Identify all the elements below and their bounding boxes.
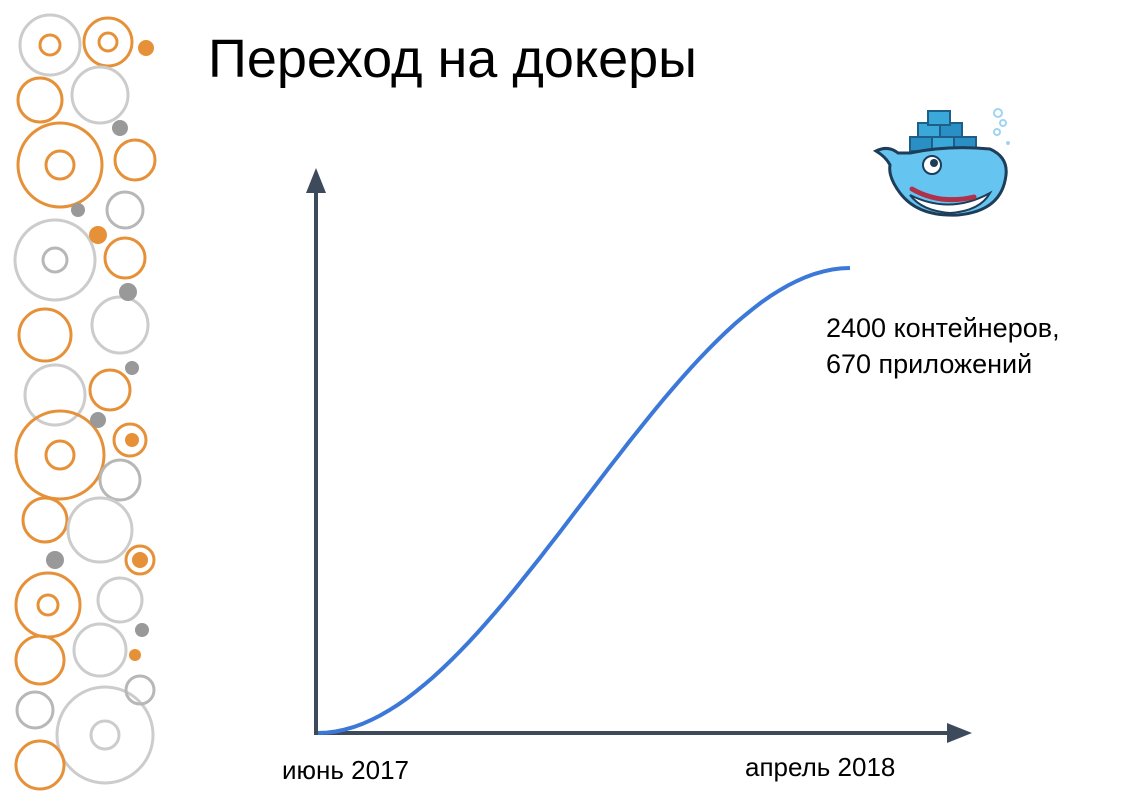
x-tick-label: апрель 2018 (745, 752, 896, 782)
docker-whale-logo (872, 108, 1010, 217)
y-axis-arrow (306, 168, 326, 193)
gears-decoration (13, 13, 157, 791)
series-line (317, 266, 851, 735)
chart-annotation: 2400 контейнеров, 670 приложений (826, 310, 1060, 383)
x-axis-arrow (947, 723, 972, 743)
annotation-line-apps: 670 приложений (826, 349, 1033, 380)
annotation-line-containers: 2400 контейнеров, (826, 313, 1060, 343)
x-tick-label: июнь 2017 (282, 755, 409, 785)
slide-title: Переход на докеры (208, 29, 697, 89)
